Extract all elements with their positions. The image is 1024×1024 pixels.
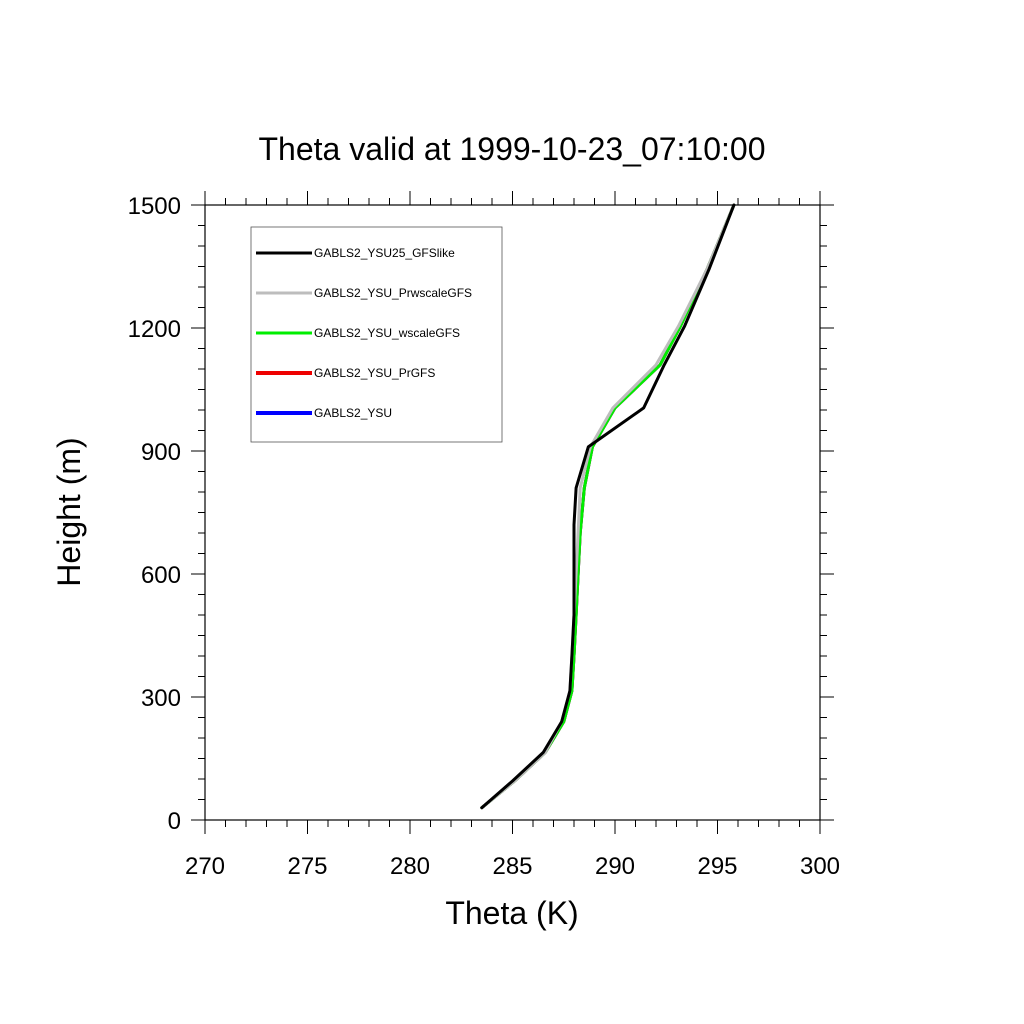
x-axis-label: Theta (K): [445, 895, 578, 931]
x-tick-label: 270: [185, 853, 225, 880]
x-tick-label: 280: [390, 853, 430, 880]
legend-label: GABLS2_YSU_wscaleGFS: [314, 326, 460, 340]
chart-title: Theta valid at 1999-10-23_07:10:00: [258, 131, 765, 167]
y-tick-label: 1200: [128, 316, 181, 343]
x-tick-label: 290: [595, 853, 635, 880]
y-tick-label: 1500: [128, 193, 181, 220]
series-layer: [480, 203, 736, 810]
x-tick-label: 295: [697, 853, 737, 880]
legend-label: GABLS2_YSU: [314, 406, 392, 420]
legend-items: GABLS2_YSU25_GFSlike GABLS2_YSU_PrwscaleG…: [256, 246, 472, 420]
series-line-gabls2-ysu-wscalegfs: [480, 203, 736, 810]
axis-tick-labels: 270 275 280 285 290 295 300 0 300 600 900 1200 1500: [128, 193, 840, 880]
legend-label: GABLS2_YSU_PrwscaleGFS: [314, 286, 472, 300]
plot-area: 270 275 280 285 290 295 300 0 300 600 900 1200 1500: [128, 191, 840, 880]
y-tick-label: 300: [141, 685, 181, 712]
y-tick-label: 600: [141, 562, 181, 589]
legend-label: GABLS2_YSU_PrGFS: [314, 366, 435, 380]
y-axis-label: Height (m): [51, 437, 87, 586]
x-tick-label: 300: [800, 853, 840, 880]
legend: GABLS2_YSU25_GFSlike GABLS2_YSU_PrwscaleG…: [250, 226, 503, 443]
x-tick-label: 275: [287, 853, 327, 880]
axis-ticks: [191, 191, 834, 834]
y-tick-label: 900: [141, 439, 181, 466]
y-tick-label: 0: [168, 808, 181, 835]
series-line-gabls2-ysu25-gfslike: [480, 203, 736, 810]
x-tick-label: 285: [492, 853, 532, 880]
legend-label: GABLS2_YSU25_GFSlike: [314, 246, 455, 260]
